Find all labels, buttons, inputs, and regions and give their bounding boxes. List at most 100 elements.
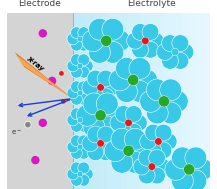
- Text: X-ray: X-ray: [26, 56, 45, 73]
- Circle shape: [25, 121, 31, 128]
- Bar: [169, 13, 175, 189]
- Circle shape: [97, 144, 114, 161]
- Circle shape: [77, 144, 83, 150]
- Circle shape: [39, 29, 47, 38]
- Circle shape: [97, 126, 114, 143]
- Circle shape: [158, 96, 169, 107]
- Circle shape: [77, 117, 83, 123]
- Circle shape: [146, 102, 168, 124]
- Circle shape: [172, 147, 193, 169]
- Circle shape: [128, 74, 139, 86]
- Circle shape: [140, 91, 161, 112]
- Bar: [121, 13, 127, 189]
- Circle shape: [96, 116, 118, 138]
- Text: Electrode: Electrode: [19, 0, 61, 8]
- Circle shape: [81, 168, 93, 180]
- Circle shape: [116, 81, 137, 102]
- Circle shape: [67, 168, 79, 180]
- Circle shape: [71, 54, 82, 66]
- Circle shape: [155, 138, 162, 145]
- Circle shape: [81, 141, 93, 153]
- Circle shape: [172, 35, 189, 52]
- Circle shape: [71, 174, 82, 186]
- Circle shape: [145, 124, 162, 141]
- Circle shape: [78, 27, 90, 39]
- Circle shape: [89, 18, 110, 40]
- Circle shape: [156, 44, 173, 60]
- Polygon shape: [18, 56, 73, 99]
- Circle shape: [132, 24, 149, 40]
- Circle shape: [87, 144, 104, 161]
- Circle shape: [109, 69, 131, 91]
- Bar: [189, 13, 196, 189]
- Bar: [175, 13, 182, 189]
- Circle shape: [172, 53, 189, 69]
- Circle shape: [102, 79, 119, 96]
- Bar: [127, 13, 134, 189]
- Bar: [86, 13, 93, 189]
- Circle shape: [77, 36, 83, 42]
- Circle shape: [76, 105, 98, 126]
- Circle shape: [71, 108, 82, 120]
- Circle shape: [39, 119, 47, 127]
- Circle shape: [95, 110, 106, 121]
- Circle shape: [100, 35, 112, 46]
- Circle shape: [71, 135, 82, 147]
- Circle shape: [78, 54, 90, 66]
- Bar: [141, 13, 148, 189]
- Circle shape: [96, 93, 118, 115]
- Circle shape: [78, 108, 90, 120]
- Circle shape: [185, 170, 207, 189]
- Circle shape: [77, 90, 83, 96]
- Bar: [196, 13, 203, 189]
- Circle shape: [162, 53, 178, 69]
- Circle shape: [82, 30, 104, 52]
- Circle shape: [160, 79, 182, 101]
- Circle shape: [162, 35, 178, 52]
- Bar: [79, 13, 86, 189]
- Circle shape: [71, 66, 82, 78]
- Bar: [162, 13, 169, 189]
- Circle shape: [147, 33, 164, 49]
- Circle shape: [154, 158, 171, 175]
- Circle shape: [155, 142, 172, 159]
- Circle shape: [78, 93, 90, 105]
- Circle shape: [145, 142, 162, 159]
- Circle shape: [59, 71, 64, 76]
- Circle shape: [71, 39, 82, 51]
- Text: Electrolyte: Electrolyte: [127, 0, 176, 8]
- Circle shape: [67, 114, 79, 126]
- Circle shape: [124, 128, 146, 150]
- Circle shape: [125, 106, 142, 122]
- Circle shape: [87, 88, 104, 105]
- Circle shape: [102, 41, 124, 63]
- Circle shape: [115, 123, 132, 140]
- Circle shape: [132, 41, 149, 58]
- Circle shape: [166, 91, 188, 112]
- Circle shape: [89, 41, 110, 63]
- Circle shape: [97, 84, 104, 91]
- Circle shape: [48, 77, 56, 85]
- Circle shape: [192, 159, 213, 180]
- Circle shape: [131, 140, 153, 162]
- Circle shape: [77, 171, 83, 177]
- Circle shape: [125, 123, 142, 140]
- Bar: [107, 13, 114, 189]
- Circle shape: [171, 48, 179, 56]
- Bar: [73, 13, 79, 189]
- Text: e$^-$: e$^-$: [11, 128, 22, 137]
- Circle shape: [81, 60, 93, 72]
- Circle shape: [110, 114, 127, 131]
- Circle shape: [141, 37, 149, 45]
- Circle shape: [71, 27, 82, 39]
- Circle shape: [81, 33, 93, 45]
- Circle shape: [185, 147, 207, 169]
- Circle shape: [115, 106, 132, 122]
- Circle shape: [177, 44, 194, 60]
- Circle shape: [133, 158, 150, 175]
- Circle shape: [31, 156, 39, 164]
- Circle shape: [78, 39, 90, 51]
- Circle shape: [82, 79, 99, 96]
- Circle shape: [125, 119, 132, 127]
- Bar: [7, 13, 73, 189]
